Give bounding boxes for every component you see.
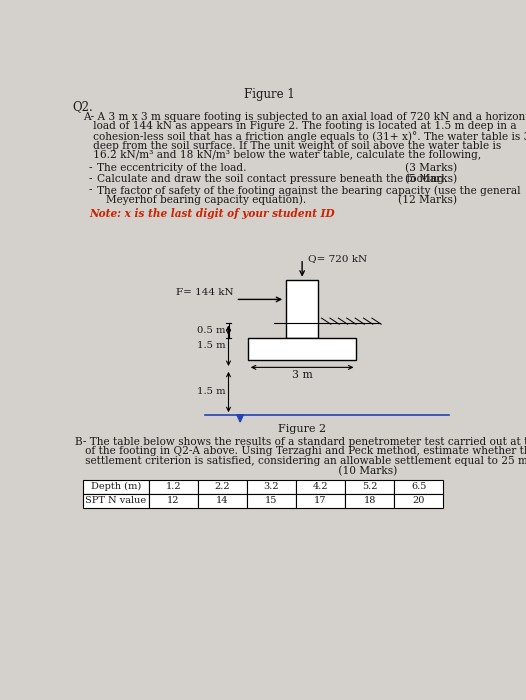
Bar (149, 480, 198, 494)
Bar (83, 494, 149, 508)
Text: 1.5 m: 1.5 m (197, 388, 226, 396)
Text: 2.2: 2.2 (215, 482, 230, 491)
Text: -: - (89, 163, 93, 173)
Text: 6.5: 6.5 (411, 482, 426, 491)
Text: (3 Marks): (3 Marks) (405, 163, 457, 173)
Text: Figure 2: Figure 2 (278, 424, 326, 434)
Text: -: - (89, 186, 93, 195)
Text: Calculate and draw the soil contact pressure beneath the footing.: Calculate and draw the soil contact pres… (97, 174, 447, 184)
Bar (198, 480, 247, 494)
Text: 4.2: 4.2 (312, 482, 328, 491)
Text: 16.2 kN/m³ and 18 kN/m³ below the water table, calculate the following,: 16.2 kN/m³ and 18 kN/m³ below the water … (83, 150, 481, 160)
Text: 18: 18 (363, 496, 376, 505)
Text: The eccentricity of the load.: The eccentricity of the load. (97, 163, 246, 173)
Text: cohesion-less soil that has a friction angle equals to (31+ x)°. The water table: cohesion-less soil that has a friction a… (83, 131, 526, 142)
Text: B- The table below shows the results of a standard penetrometer test carried out: B- The table below shows the results of … (75, 437, 526, 447)
Bar (198, 494, 247, 508)
Text: F= 144 kN: F= 144 kN (176, 288, 233, 297)
Text: Q2.: Q2. (72, 100, 93, 113)
Bar (296, 480, 345, 494)
Text: 17: 17 (314, 496, 327, 505)
Text: (10 Marks): (10 Marks) (75, 466, 397, 476)
Bar (247, 480, 296, 494)
Bar (286, 280, 318, 338)
Text: 0.5 m: 0.5 m (197, 326, 226, 335)
Bar (83, 480, 149, 494)
Text: -: - (89, 174, 93, 184)
Text: (12 Marks): (12 Marks) (398, 195, 457, 205)
Text: 1.5 m: 1.5 m (197, 342, 226, 350)
Polygon shape (237, 415, 243, 422)
Text: load of 144 kN as appears in Figure 2. The footing is located at 1.5 m deep in a: load of 144 kN as appears in Figure 2. T… (83, 121, 517, 132)
Text: of the footing in Q2-A above. Using Terzaghi and Peck method, estimate whether t: of the footing in Q2-A above. Using Terz… (75, 447, 526, 456)
Bar (247, 494, 296, 508)
Text: 12: 12 (167, 496, 179, 505)
Text: 15: 15 (265, 496, 278, 505)
Text: 1.2: 1.2 (165, 482, 181, 491)
Bar (296, 494, 345, 508)
Text: 3.2: 3.2 (264, 482, 279, 491)
Bar (394, 494, 443, 508)
Bar (394, 480, 443, 494)
Text: 3 m: 3 m (292, 370, 312, 380)
Text: 20: 20 (412, 496, 425, 505)
Bar (248, 338, 357, 360)
Text: 5.2: 5.2 (362, 482, 377, 491)
Text: Meyerhof bearing capacity equation).: Meyerhof bearing capacity equation). (106, 195, 306, 205)
Text: SPT N value: SPT N value (85, 496, 146, 505)
Text: The factor of safety of the footing against the bearing capacity (use the genera: The factor of safety of the footing agai… (97, 186, 520, 196)
Text: (5 Marks): (5 Marks) (405, 174, 457, 184)
Text: A- A 3 m x 3 m square footing is subjected to an axial load of 720 kN and a hori: A- A 3 m x 3 m square footing is subject… (83, 112, 526, 122)
Bar (345, 480, 394, 494)
Text: settlement criterion is satisfied, considering an allowable settlement equal to : settlement criterion is satisfied, consi… (75, 456, 526, 466)
Text: deep from the soil surface. If The unit weight of soil above the water table is: deep from the soil surface. If The unit … (83, 141, 501, 150)
Text: Note: x is the last digit of your student ID: Note: x is the last digit of your studen… (89, 208, 335, 218)
Text: 14: 14 (216, 496, 229, 505)
Bar (149, 494, 198, 508)
Bar (345, 494, 394, 508)
Text: Depth (m): Depth (m) (90, 482, 141, 491)
Text: Figure 1: Figure 1 (244, 88, 295, 101)
Text: Q= 720 kN: Q= 720 kN (308, 254, 368, 263)
